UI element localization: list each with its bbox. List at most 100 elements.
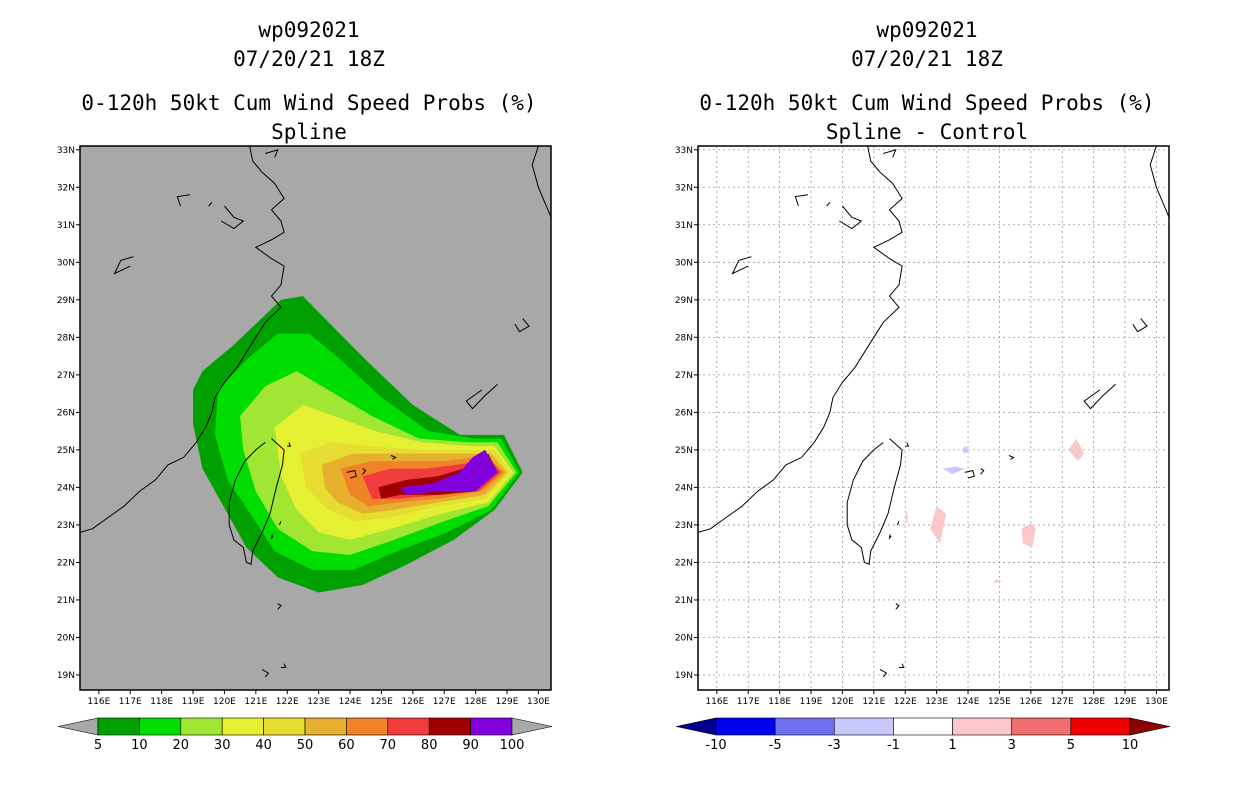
coastline [826, 201, 831, 207]
right-title-time: 07/20/21 18Z [851, 47, 1003, 71]
coastline [731, 256, 752, 275]
lon-label: 117E [119, 697, 142, 707]
lon-label: 119E [800, 697, 823, 707]
colorbar-segment [428, 717, 471, 736]
colorbar-label: 50 [297, 738, 314, 753]
colorbar-segment [952, 717, 1013, 736]
lat-label: 25N [675, 446, 693, 456]
lat-label: 20N [57, 633, 75, 643]
colorbar-label: 1 [948, 738, 956, 753]
lat-label: 20N [675, 633, 693, 643]
lon-label: 121E [862, 697, 885, 707]
lat-label: 29N [57, 296, 75, 306]
lon-label: 122E [276, 697, 299, 707]
lon-label: 127E [1051, 697, 1074, 707]
lat-label: 22N [675, 558, 693, 568]
coastline [465, 383, 498, 410]
colorbar-label: 5 [1067, 738, 1075, 753]
lon-label: 120E [831, 697, 854, 707]
lon-label: 130E [527, 697, 550, 707]
coastline [964, 469, 975, 479]
lat-label: 28N [675, 333, 693, 343]
colorbar-label: -5 [769, 738, 782, 753]
coastline [1149, 146, 1169, 218]
lon-label: 116E [87, 697, 110, 707]
colorbar-label: 70 [380, 738, 397, 753]
difference-patch [1021, 523, 1036, 548]
colorbar-segment [774, 717, 835, 736]
lat-label: 33N [675, 146, 693, 156]
lon-label: 126E [401, 697, 424, 707]
coastline [176, 194, 190, 207]
coastline [208, 201, 213, 207]
coastline [113, 256, 134, 275]
lon-label: 128E [1082, 697, 1105, 707]
coastline [277, 603, 282, 610]
coastline [514, 318, 530, 333]
difference-patch [905, 509, 909, 525]
right-difference-map: 33N 32N 31N 30N 29N 28N 27N 26N 25N 24N 23N 22N 21N 2… [675, 145, 1171, 753]
colorbar-label: -3 [828, 738, 841, 753]
colorbar-label: 100 [500, 738, 525, 753]
colorbar-segment [263, 717, 306, 736]
lon-label: 123E [925, 697, 948, 707]
coastline [905, 442, 910, 447]
colorbar-label: 90 [462, 738, 479, 753]
lat-label: 28N [57, 333, 75, 343]
right-title-storm: wp092021 [876, 18, 978, 42]
lon-label: 123E [307, 697, 330, 707]
coastline [895, 603, 900, 610]
colorbar-low-arrow [675, 717, 717, 736]
lat-label: 24N [57, 483, 75, 493]
lon-label: 118E [768, 697, 791, 707]
difference-patch [961, 446, 970, 454]
lat-label: 26N [675, 408, 693, 418]
colorbar-segment [470, 717, 513, 736]
left-panel: wp092021 07/20/21 18Z 0-120h 50kt Cum Wi… [57, 18, 553, 753]
difference-patch [930, 506, 947, 544]
lat-label: 31N [57, 221, 75, 231]
coastline [888, 534, 892, 540]
colorbar-segment [97, 717, 140, 736]
colorbar-segment [833, 717, 894, 736]
colorbar-low-arrow [57, 717, 99, 736]
coastline [867, 146, 881, 173]
colorbar-label: 80 [421, 738, 438, 753]
lat-label: 29N [675, 296, 693, 306]
colorbar-segment [221, 717, 264, 736]
lon-label: 129E [496, 697, 519, 707]
coastline [980, 468, 985, 475]
lat-label: 21N [675, 596, 693, 606]
coastline [794, 194, 808, 207]
lat-label: 25N [57, 446, 75, 456]
colorbar-segment [893, 717, 953, 736]
lat-label: 32N [675, 183, 693, 193]
colorbar-segment [1070, 717, 1131, 736]
colorbar-segment [346, 717, 389, 736]
left-probability-map: 33N 32N 31N 30N 29N 28N 27N 26N 25N 24N 23N 22N 21N 2… [57, 145, 553, 753]
coastline [228, 438, 285, 566]
lat-label: 27N [675, 371, 693, 381]
lon-label: 126E [1019, 697, 1042, 707]
colorbar-label: 60 [338, 738, 355, 753]
lat-label: 30N [675, 258, 693, 268]
colorbar-segment [715, 717, 776, 736]
coastline [1132, 318, 1148, 333]
right-title-model: Spline - Control [825, 120, 1029, 144]
coastline [80, 171, 285, 533]
coastline [896, 521, 900, 526]
lat-label: 26N [57, 408, 75, 418]
lat-label: 19N [675, 671, 693, 681]
colorbar-label: 30 [214, 738, 231, 753]
lon-label: 118E [150, 697, 173, 707]
colorbar-segment [387, 717, 430, 736]
right-title-product: 0-120h 50kt Cum Wind Speed Probs (%) [699, 91, 1155, 115]
gridlines [698, 146, 1169, 690]
coastline [270, 534, 274, 540]
lon-label: 117E [737, 697, 760, 707]
colorbar-segment [304, 717, 347, 736]
colorbar-label: 10 [131, 738, 148, 753]
lat-label: 23N [675, 521, 693, 531]
lon-label: 124E [339, 697, 362, 707]
coastline [1008, 455, 1015, 460]
